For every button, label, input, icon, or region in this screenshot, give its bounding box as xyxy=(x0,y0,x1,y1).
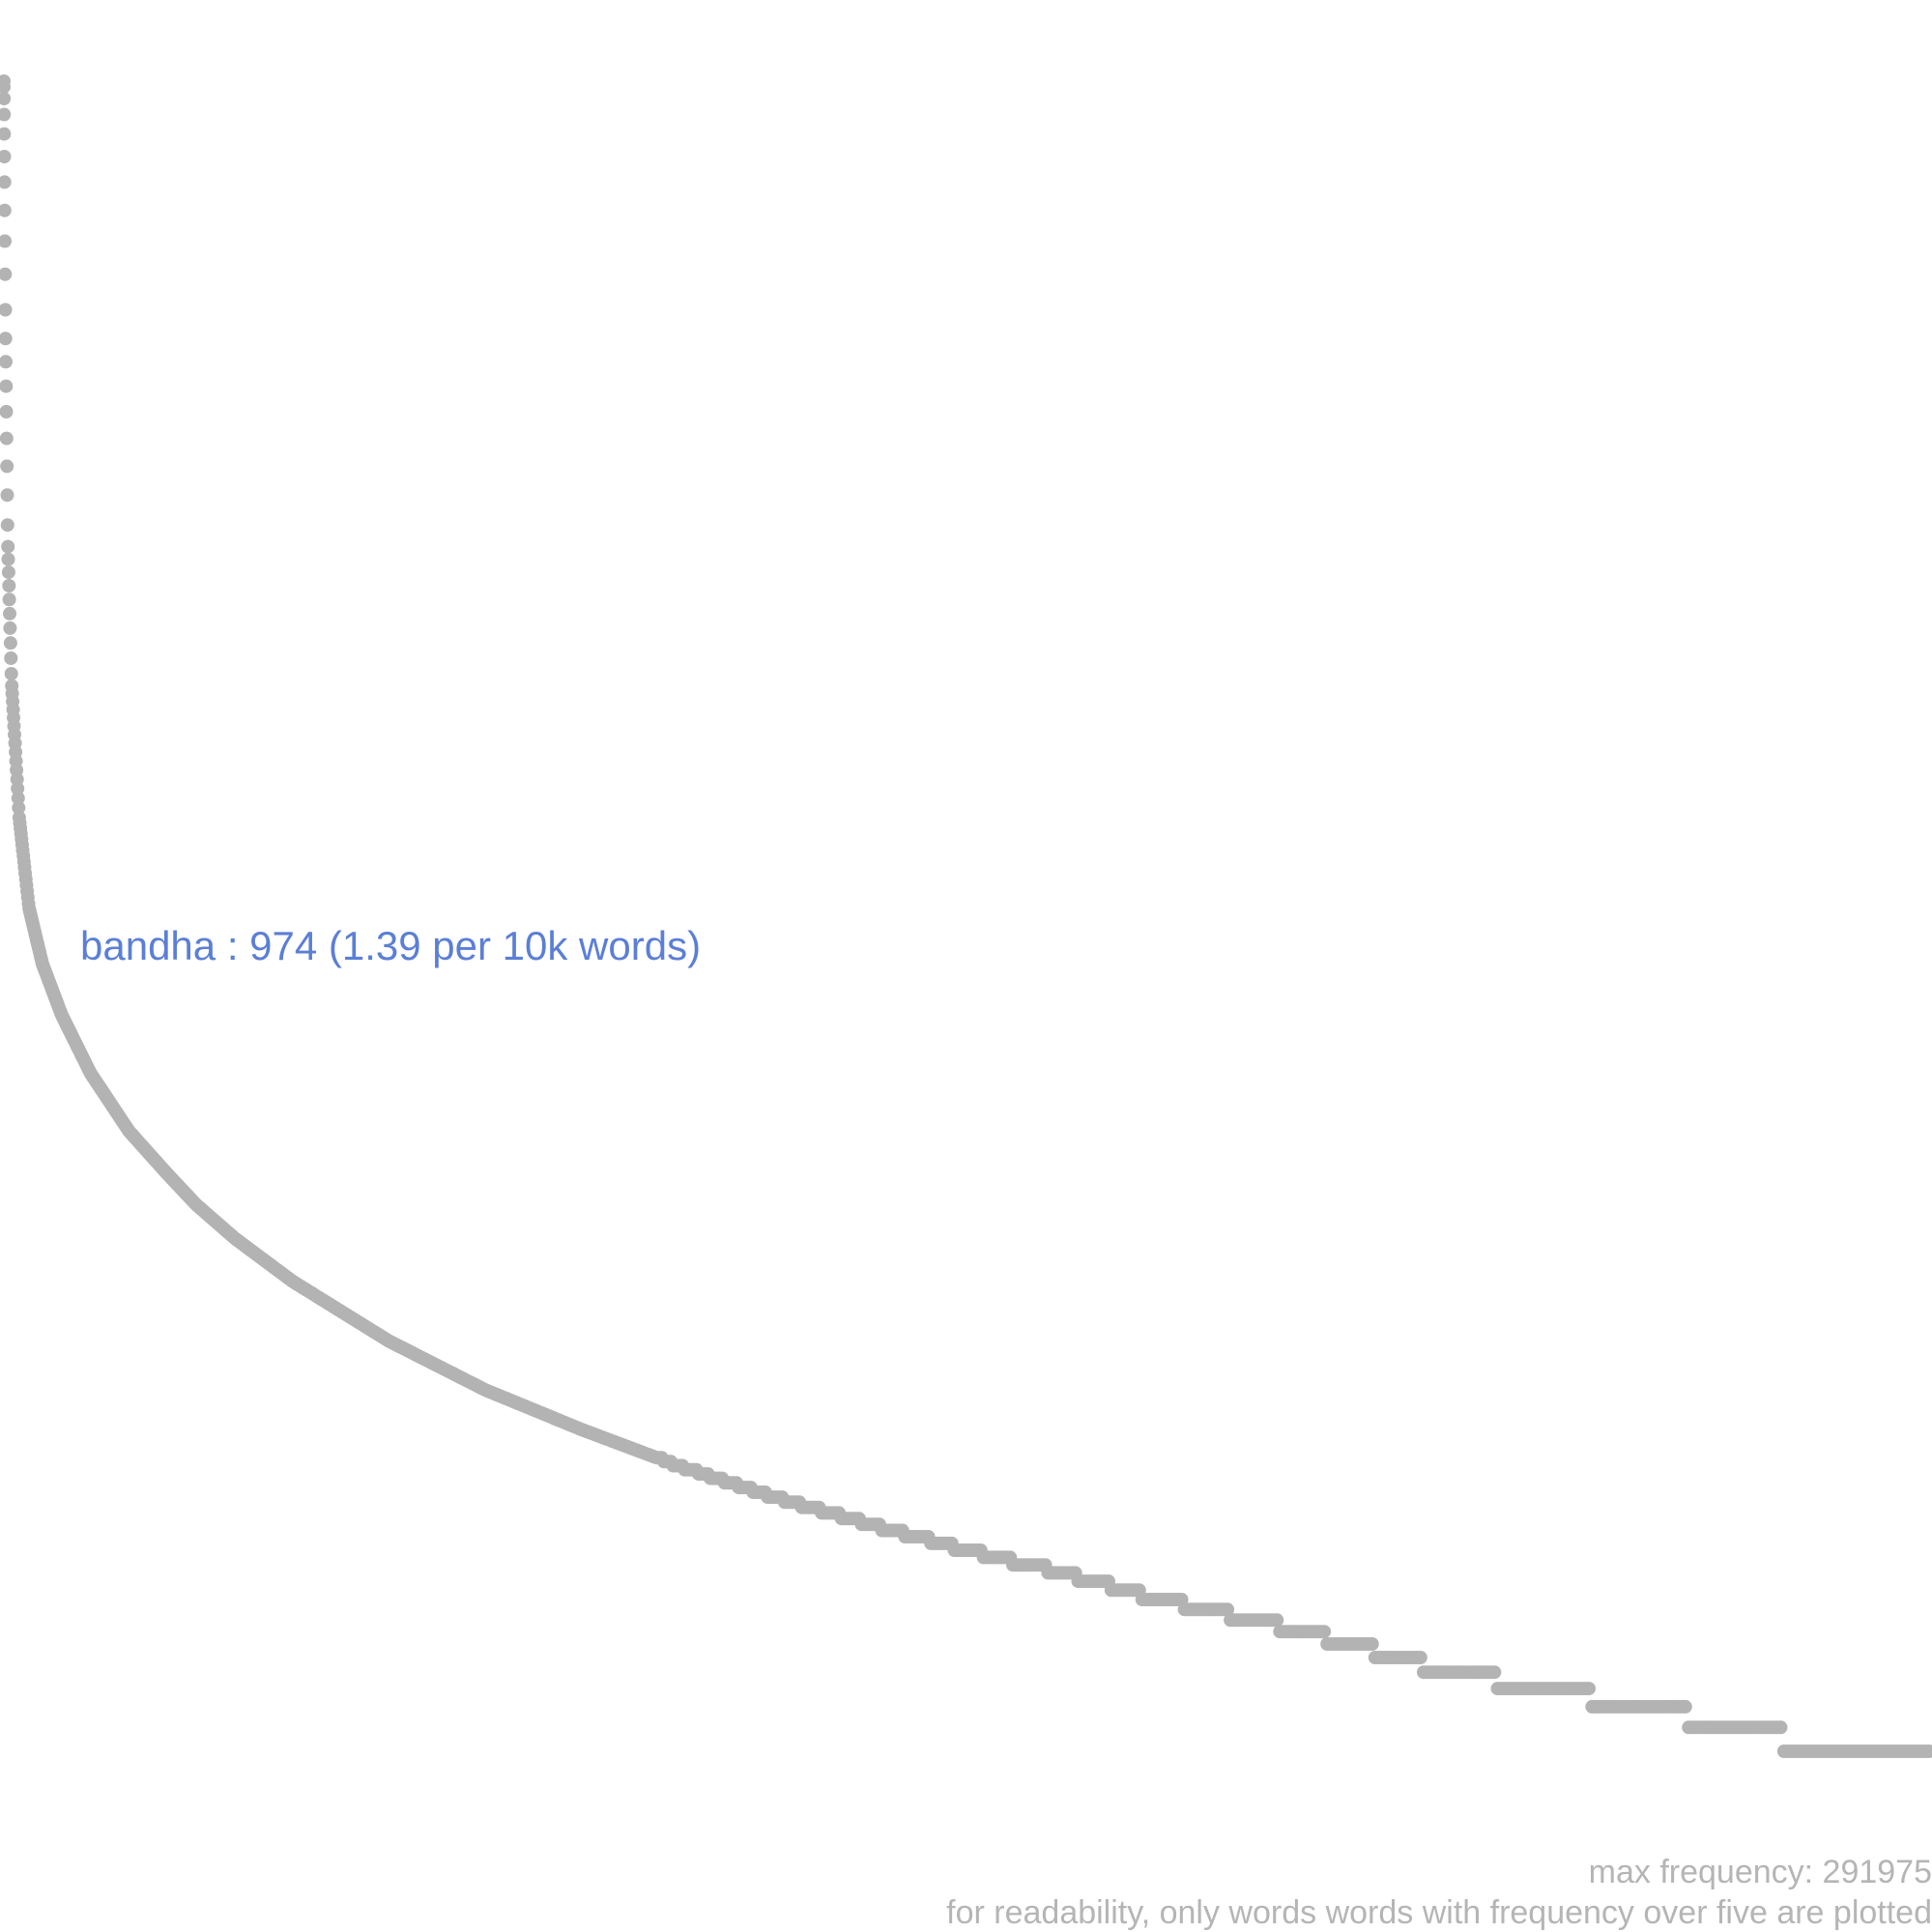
curve-point xyxy=(1365,1637,1379,1651)
highlight-word-label: bandha : 974 (1.39 per 10k words) xyxy=(80,923,702,968)
readability-note: for readability, only words words with f… xyxy=(946,1894,1932,1931)
curve-point xyxy=(1270,1613,1284,1628)
curve-point xyxy=(4,667,18,681)
curve-point xyxy=(0,203,12,217)
curve-point xyxy=(1,565,15,580)
curve-point xyxy=(1,539,15,554)
curve-point xyxy=(0,234,12,248)
curve-point xyxy=(3,606,16,620)
curve-point xyxy=(4,651,18,665)
curve-point xyxy=(11,782,25,795)
curve-point xyxy=(2,579,16,592)
curve-point xyxy=(1317,1625,1332,1639)
curve-point xyxy=(3,636,17,650)
curve-point xyxy=(0,355,13,369)
curve-point xyxy=(0,107,12,122)
curve-point xyxy=(1773,1720,1788,1735)
curve-point xyxy=(0,92,12,105)
curve-point xyxy=(0,488,14,503)
curve-point xyxy=(0,431,14,446)
curve-point xyxy=(0,332,13,346)
curve-point xyxy=(1221,1602,1235,1617)
curve-point xyxy=(0,150,12,163)
curve-point xyxy=(0,379,14,393)
curve-point xyxy=(1413,1651,1427,1664)
curve-point xyxy=(0,267,13,281)
curve-point xyxy=(1,552,15,566)
curve-point xyxy=(0,79,11,94)
curve-point xyxy=(1487,1665,1502,1680)
curve-point xyxy=(1922,1745,1932,1758)
curve-point xyxy=(0,303,13,317)
curve-points xyxy=(0,74,1932,1758)
curve-point xyxy=(0,127,12,141)
curve-point xyxy=(0,405,14,418)
curve-point xyxy=(0,518,14,533)
curve-point xyxy=(0,459,14,474)
curve-point xyxy=(12,800,26,815)
curve-point xyxy=(1678,1699,1692,1714)
curve-point xyxy=(3,620,17,635)
curve-point xyxy=(2,592,16,607)
curve-point xyxy=(0,175,12,189)
curve-point xyxy=(11,791,25,805)
max-frequency-note: max frequency: 291975 xyxy=(1588,1854,1932,1890)
curve-point xyxy=(1582,1682,1596,1696)
